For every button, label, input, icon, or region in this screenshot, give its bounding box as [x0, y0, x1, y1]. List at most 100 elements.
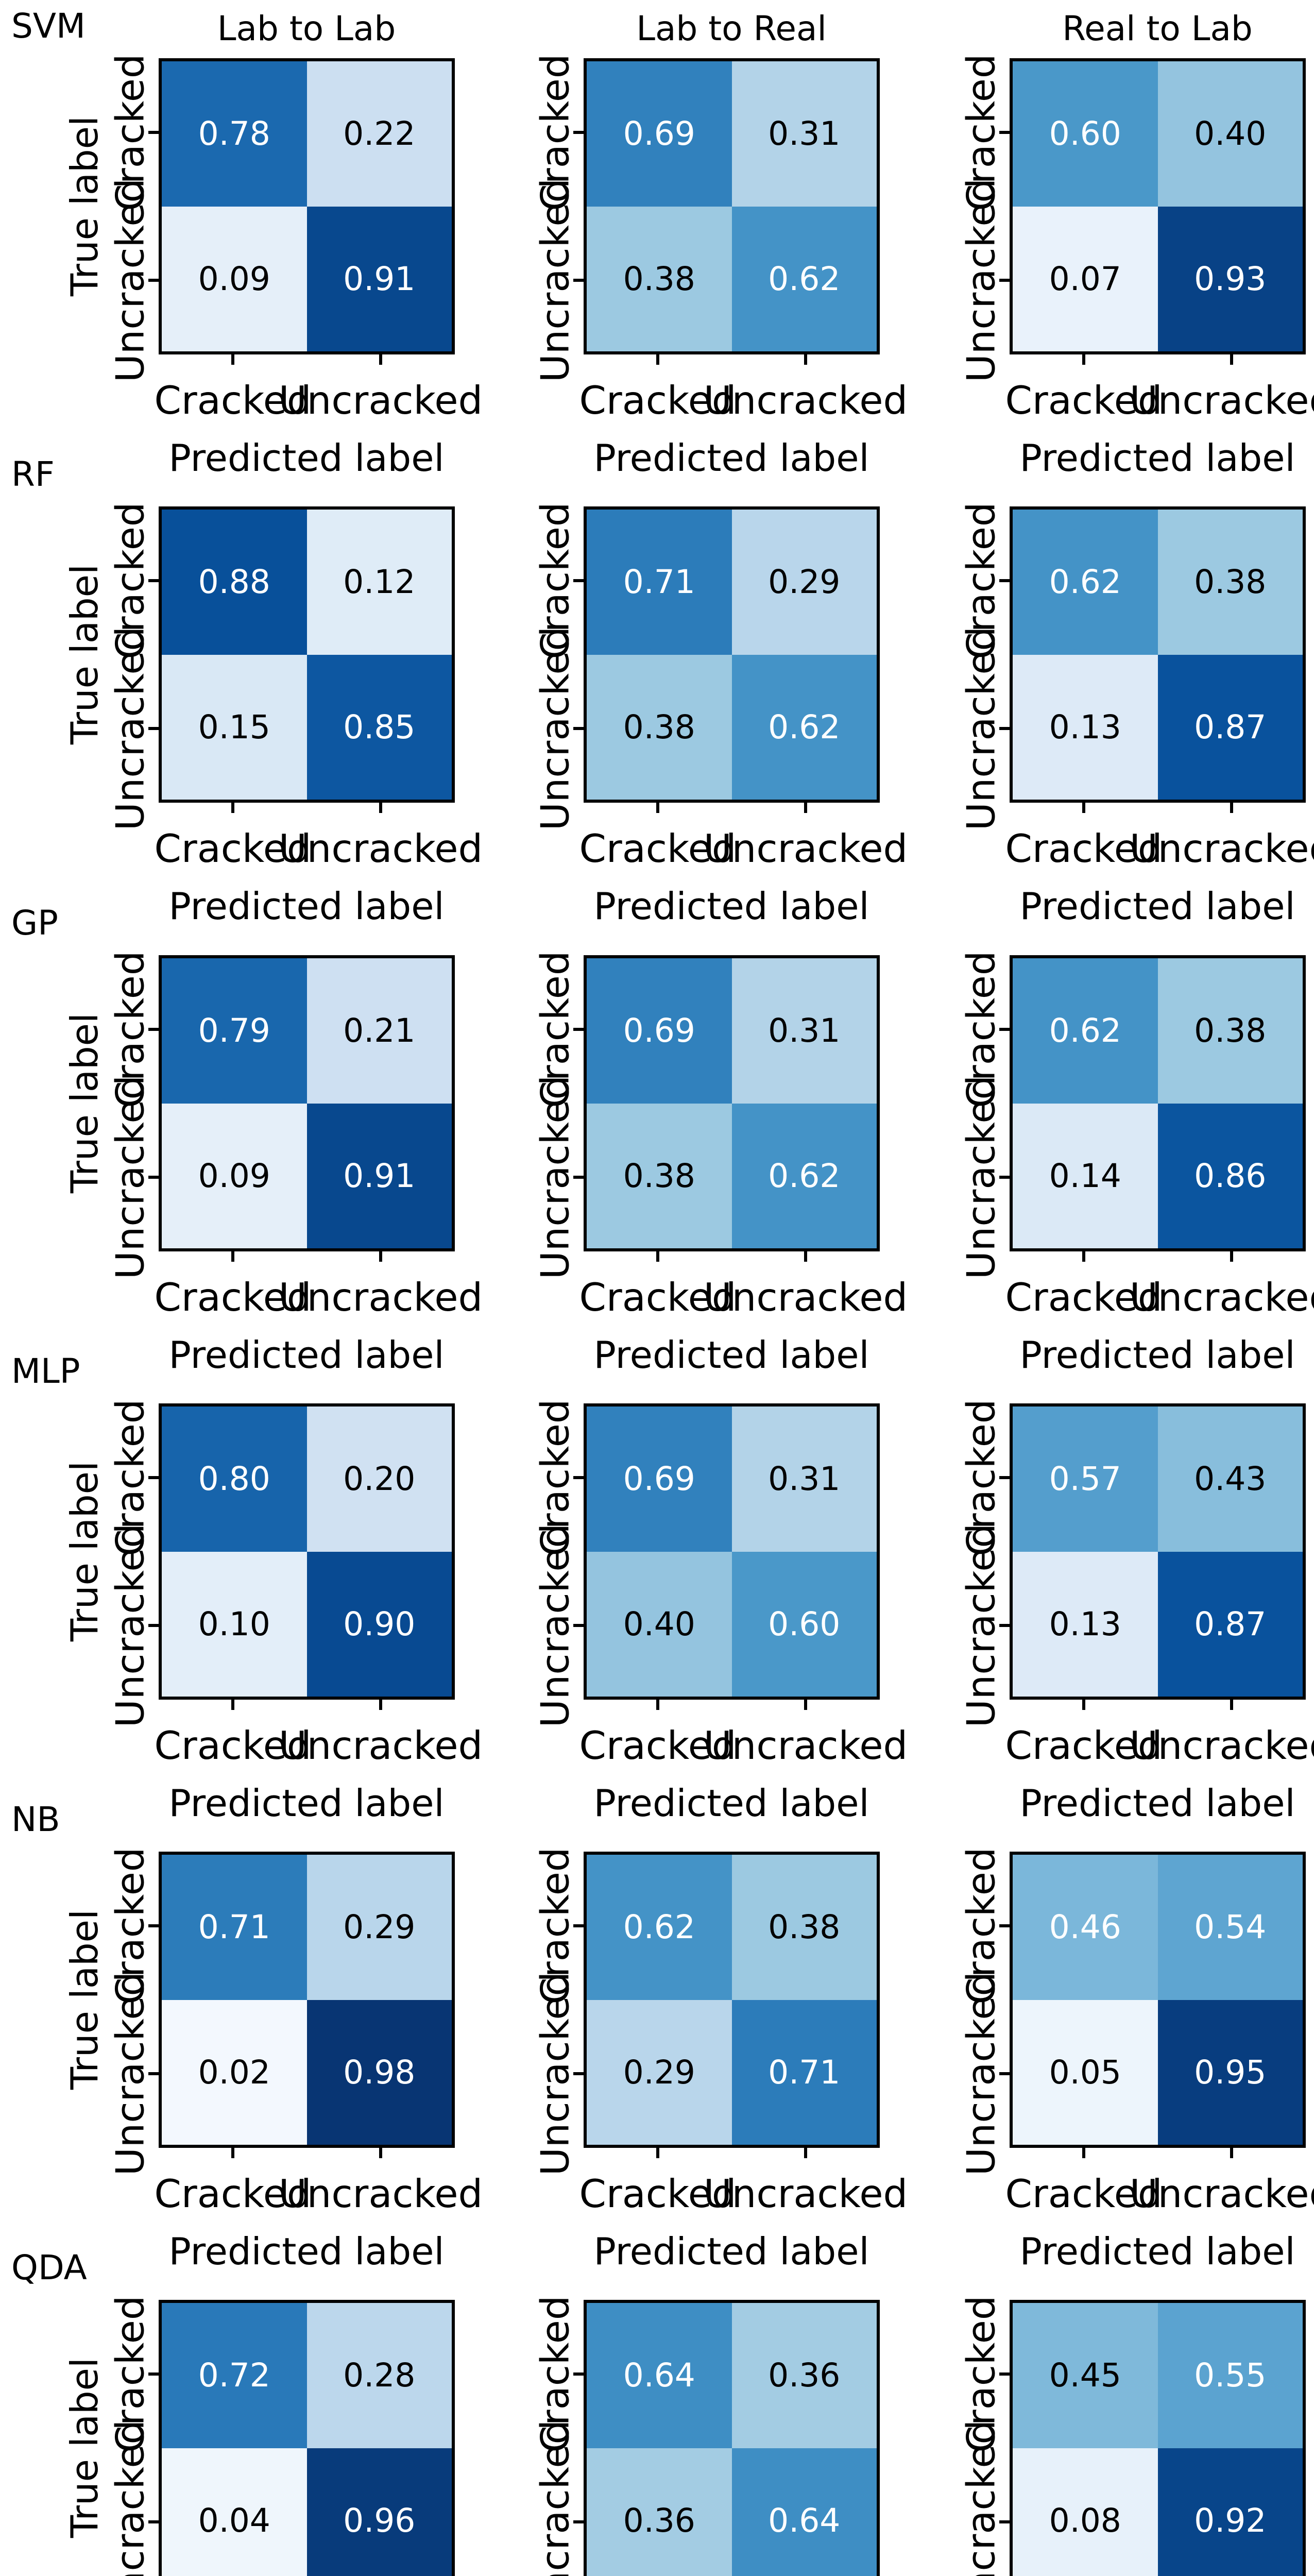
y-axis-tick-mark: [999, 2520, 1010, 2523]
x-axis-label: Predicted label: [168, 2230, 445, 2273]
x-tick-label-cracked: Cracked: [579, 1275, 737, 1320]
confusion-matrix-subplot: Real to Lab Cracked Uncracked 0.60 0.40 …: [959, 12, 1314, 477]
heatmap-cell: 0.98: [306, 1999, 452, 2145]
heatmap-cell: 0.45: [1013, 2303, 1158, 2448]
cell-value: 0.13: [1049, 708, 1121, 746]
cell-value: 0.45: [1049, 2357, 1121, 2395]
cell-value: 0.07: [1049, 260, 1121, 298]
x-tick-label-cracked: Cracked: [579, 826, 737, 871]
x-axis-label: Predicted label: [1019, 2230, 1295, 2273]
cell-value: 0.21: [343, 1012, 416, 1050]
y-tick-label-uncracked: Uncracked: [107, 1075, 153, 1280]
heatmap-matrix: 0.62 0.38 0.13 0.87: [1010, 506, 1306, 803]
y-axis-tick-mark: [148, 1176, 159, 1179]
heatmap-cell: 0.71: [162, 1855, 307, 2000]
y-axis-tick-mark: [999, 1924, 1010, 1927]
x-tick-label-uncracked: Uncracked: [278, 378, 483, 423]
heatmap-cell: 0.38: [1157, 958, 1303, 1104]
cell-value: 0.29: [343, 1908, 416, 1946]
cell-value: 0.86: [1194, 1157, 1267, 1195]
y-axis-tick-mark: [999, 2372, 1010, 2376]
heatmap-cell: 0.96: [306, 2448, 452, 2576]
heatmap-cell: 0.57: [1013, 1406, 1158, 1552]
heatmap-matrix: 0.79 0.21 0.09 0.91: [159, 955, 455, 1251]
cell-value: 0.31: [768, 115, 841, 153]
y-axis-tick-mark: [148, 1624, 159, 1627]
x-tick-label-cracked: Cracked: [154, 2171, 312, 2216]
x-axis-label: Predicted label: [1019, 436, 1295, 480]
heatmap-cell: 0.80: [162, 1406, 307, 1552]
y-tick-label-uncracked: Uncracked: [532, 1971, 578, 2176]
heatmap-cell: 0.04: [162, 2448, 307, 2576]
y-tick-label-uncracked: Uncracked: [958, 2419, 1004, 2576]
cell-value: 0.98: [343, 2053, 416, 2091]
x-tick-label-uncracked: Uncracked: [1129, 1723, 1314, 1768]
x-axis-label: Predicted label: [1019, 885, 1295, 928]
y-tick-label-uncracked: Uncracked: [958, 626, 1004, 831]
x-tick-label-uncracked: Uncracked: [703, 378, 908, 423]
x-tick-label-uncracked: Uncracked: [1129, 378, 1314, 423]
x-tick-label-cracked: Cracked: [1005, 378, 1163, 423]
cell-value: 0.36: [768, 2357, 841, 2395]
cell-value: 0.60: [1049, 115, 1121, 153]
heatmap-cell: 0.60: [1013, 61, 1158, 207]
y-axis-tick-mark: [573, 1624, 584, 1627]
y-axis-tick-mark: [999, 1624, 1010, 1627]
heatmap-matrix: 0.88 0.12 0.15 0.85: [159, 506, 455, 803]
y-tick-label-uncracked: Uncracked: [532, 1075, 578, 1280]
confusion-matrix-subplot: True label Cracked Uncracked 0.71 0.29 0…: [63, 1848, 483, 2270]
cell-value: 0.62: [1049, 563, 1121, 601]
cell-value: 0.88: [198, 563, 270, 601]
heatmap-cell: 0.05: [1013, 1999, 1158, 2145]
y-tick-label-uncracked: Uncracked: [107, 1971, 153, 2176]
cell-value: 0.38: [623, 1157, 695, 1195]
y-axis-label: True label: [63, 1461, 106, 1641]
heatmap-cell: 0.46: [1013, 1855, 1158, 2000]
heatmap-cell: 0.54: [1157, 1855, 1303, 2000]
heatmap-cell: 0.64: [731, 2448, 877, 2576]
x-tick-label-cracked: Cracked: [579, 1723, 737, 1768]
cell-value: 0.64: [768, 2501, 841, 2539]
y-axis-label: True label: [63, 1909, 106, 2090]
x-tick-label-uncracked: Uncracked: [1129, 2171, 1314, 2216]
heatmap-cell: 0.93: [1157, 206, 1303, 351]
x-axis-label: Predicted label: [168, 885, 445, 928]
y-axis-tick-mark: [999, 1028, 1010, 1031]
x-tick-label-uncracked: Uncracked: [703, 1275, 908, 1320]
heatmap-cell: 0.29: [731, 510, 877, 655]
heatmap-matrix: 0.69 0.31 0.38 0.62: [584, 955, 880, 1251]
y-tick-label-uncracked: Uncracked: [532, 626, 578, 831]
y-axis-tick-mark: [573, 1476, 584, 1479]
x-axis-tick-mark: [379, 354, 382, 365]
x-axis-tick-mark: [1230, 1251, 1233, 1262]
x-axis-tick-mark: [231, 2148, 234, 2158]
y-axis-tick-mark: [999, 727, 1010, 730]
heatmap-cell: 0.55: [1157, 2303, 1303, 2448]
heatmap-matrix: 0.78 0.22 0.09 0.91: [159, 58, 455, 354]
x-axis-tick-mark: [1230, 1700, 1233, 1710]
heatmap-cell: 0.62: [731, 206, 877, 351]
cell-value: 0.04: [198, 2501, 270, 2539]
heatmap-cell: 0.15: [162, 654, 307, 800]
cell-value: 0.29: [768, 563, 841, 601]
y-axis-label: True label: [63, 2358, 106, 2538]
cell-value: 0.62: [768, 1157, 841, 1195]
y-axis-tick-mark: [573, 2372, 584, 2376]
x-axis-tick-mark: [804, 354, 807, 365]
y-axis-tick-mark: [148, 1476, 159, 1479]
cell-value: 0.09: [198, 1157, 270, 1195]
y-tick-label-uncracked: Uncracked: [532, 1523, 578, 1728]
cell-value: 0.71: [198, 1908, 270, 1946]
x-tick-label-uncracked: Uncracked: [1129, 1275, 1314, 1320]
x-tick-label-uncracked: Uncracked: [703, 2171, 908, 2216]
heatmap-cell: 0.62: [587, 1855, 732, 2000]
cell-value: 0.69: [623, 1012, 695, 1050]
cell-value: 0.02: [198, 2053, 270, 2091]
heatmap-matrix: 0.62 0.38 0.29 0.71: [584, 1852, 880, 2148]
y-axis-tick-mark: [148, 279, 159, 282]
cell-value: 0.20: [343, 1460, 416, 1498]
cell-value: 0.40: [623, 1605, 695, 1643]
heatmap-cell: 0.40: [1157, 61, 1303, 207]
confusion-matrix-subplot: Cracked Uncracked 0.69 0.31 0.40 0.60 Cr…: [533, 1399, 908, 1822]
x-axis-tick-mark: [379, 803, 382, 813]
